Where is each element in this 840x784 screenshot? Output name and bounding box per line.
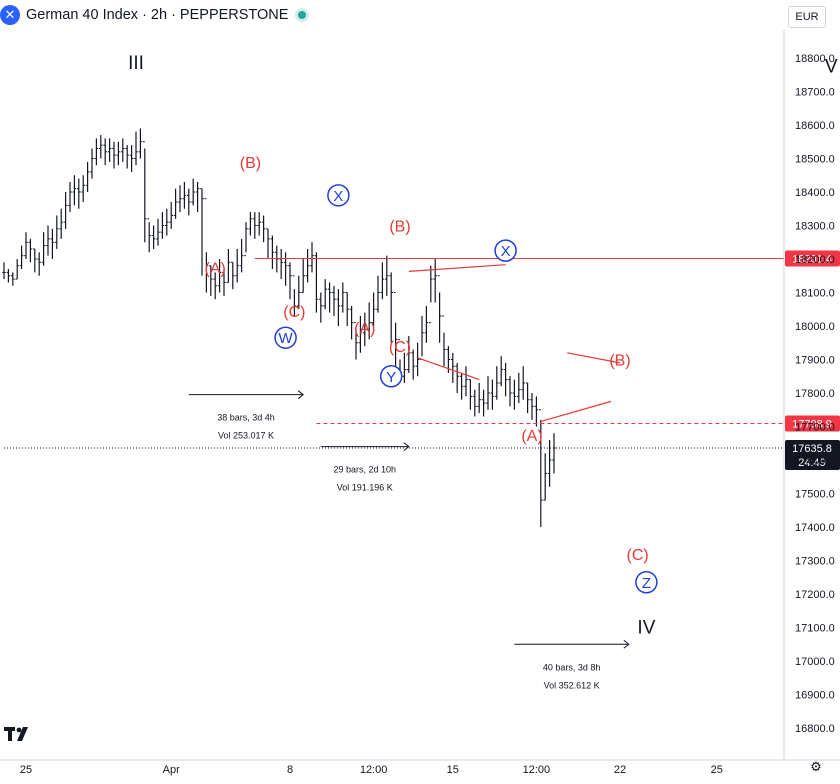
y-tick-label: 17900.0 — [795, 355, 835, 367]
y-tick-label: 17300.0 — [795, 556, 835, 568]
wave-circle — [379, 365, 403, 388]
wave-label: X — [501, 243, 511, 260]
wave-circle — [635, 571, 658, 594]
trendline — [540, 400, 612, 423]
x-tick-label: 15 — [447, 764, 459, 776]
y-tick-label: 17000.0 — [795, 656, 835, 668]
y-tick-label: 16900.0 — [795, 690, 835, 702]
gear-icon[interactable]: ⚙ — [810, 759, 822, 774]
price-tag-label: 18201.4 — [792, 254, 832, 266]
x-tick-label: Apr — [163, 764, 180, 776]
measure-bars-label: 29 bars, 2d 10h — [334, 465, 397, 475]
symbol-title[interactable]: German 40 Index · 2h · PEPPERSTONE — [26, 7, 289, 23]
y-tick-label: 17700.0 — [795, 422, 835, 434]
x-tick-label: 25 — [20, 764, 32, 776]
wave-label: (A) — [521, 428, 542, 445]
chart-header: ✕ German 40 Index · 2h · PEPPERSTONE — [0, 0, 307, 30]
x-tick-label: 8 — [287, 764, 293, 776]
wave-label: X — [333, 188, 343, 205]
wave-label: (B) — [609, 353, 630, 370]
x-tick-label: 12:00 — [360, 764, 388, 776]
wave-label: (C) — [389, 339, 411, 356]
y-tick-label: 16800.0 — [795, 723, 835, 735]
wave-label: (C) — [626, 547, 648, 564]
dax-x-icon[interactable]: ✕ — [0, 5, 20, 25]
wave-label: V — [825, 56, 838, 77]
trendline — [567, 352, 621, 364]
measure-vol-label: Vol 191.196 K — [337, 483, 393, 493]
wave-labels: III (B) (A) (C) W X (B) (A) (C) Y X (B) (A) (C) Z IV V — [128, 53, 838, 638]
y-tick-label: 18600.0 — [795, 120, 835, 132]
wave-label: Z — [642, 575, 651, 592]
wave-label: (A) — [354, 321, 375, 338]
wave-circle — [327, 184, 350, 207]
y-tick-label: 17800.0 — [795, 388, 835, 400]
annotation-lines: 18201.4 17708.9 17635.8 24:49 38 bars, 3d 4h… — [4, 250, 840, 690]
y-tick-label: 18800.0 — [795, 53, 835, 65]
measure-vol-label: Vol 352.612 K — [544, 680, 600, 690]
wave-circle — [274, 326, 297, 349]
wave-label: (A) — [205, 260, 226, 277]
y-tick-label: 18400.0 — [795, 187, 835, 199]
y-tick-label: 17100.0 — [795, 623, 835, 635]
price-tag — [785, 415, 840, 432]
measure-vol-label: Vol 253.017 K — [218, 431, 274, 441]
measure-bars-label: 40 bars, 3d 8h — [543, 662, 601, 672]
measure-bars-label: 38 bars, 3d 4h — [217, 413, 275, 423]
trendline — [408, 264, 506, 272]
wave-label: (B) — [389, 219, 410, 236]
wave-label: (C) — [283, 304, 305, 321]
y-tick-label: 18700.0 — [795, 87, 835, 99]
market-status-dot — [298, 11, 307, 19]
x-tick-label: 12:00 — [523, 764, 551, 776]
y-tick-label: 18500.0 — [795, 154, 835, 166]
y-tick-label: 17500.0 — [795, 489, 835, 501]
y-tick-label: 18100.0 — [795, 288, 835, 300]
y-tick-label: 18300.0 — [795, 221, 835, 233]
x-tick-label: 22 — [614, 764, 626, 776]
wave-circle — [494, 239, 517, 262]
countdown-label: 24:49 — [798, 457, 826, 469]
axes: 16800.0 16900.0 17000.0 17100.0 17200.0 17300… — [0, 30, 840, 776]
x-tick-label: 25 — [711, 764, 723, 776]
tradingview-logo[interactable] — [4, 724, 36, 744]
candlestick-series — [2, 128, 556, 527]
wave-label: (B) — [240, 155, 261, 172]
wave-label: Y — [386, 369, 396, 386]
measure-arrowhead — [403, 442, 410, 451]
measure-arrowhead — [297, 390, 305, 400]
price-tag-label: 17708.9 — [792, 419, 832, 431]
y-tick-label: 18000.0 — [795, 321, 835, 333]
wave-label: IV — [637, 618, 655, 639]
y-tick-label: 17200.0 — [795, 589, 835, 601]
price-tag-label: 17635.8 — [792, 443, 832, 455]
wave-label: III — [128, 53, 144, 74]
price-tag — [785, 250, 840, 267]
currency-button[interactable]: EUR — [788, 6, 826, 28]
wave-label: W — [279, 330, 294, 347]
trendline — [417, 357, 480, 381]
y-tick-label: 17600.0 — [795, 455, 835, 467]
price-tag — [785, 440, 840, 471]
y-tick-label: 18200.0 — [795, 254, 835, 266]
y-tick-label: 17400.0 — [795, 522, 835, 534]
measure-arrowhead — [623, 639, 630, 649]
